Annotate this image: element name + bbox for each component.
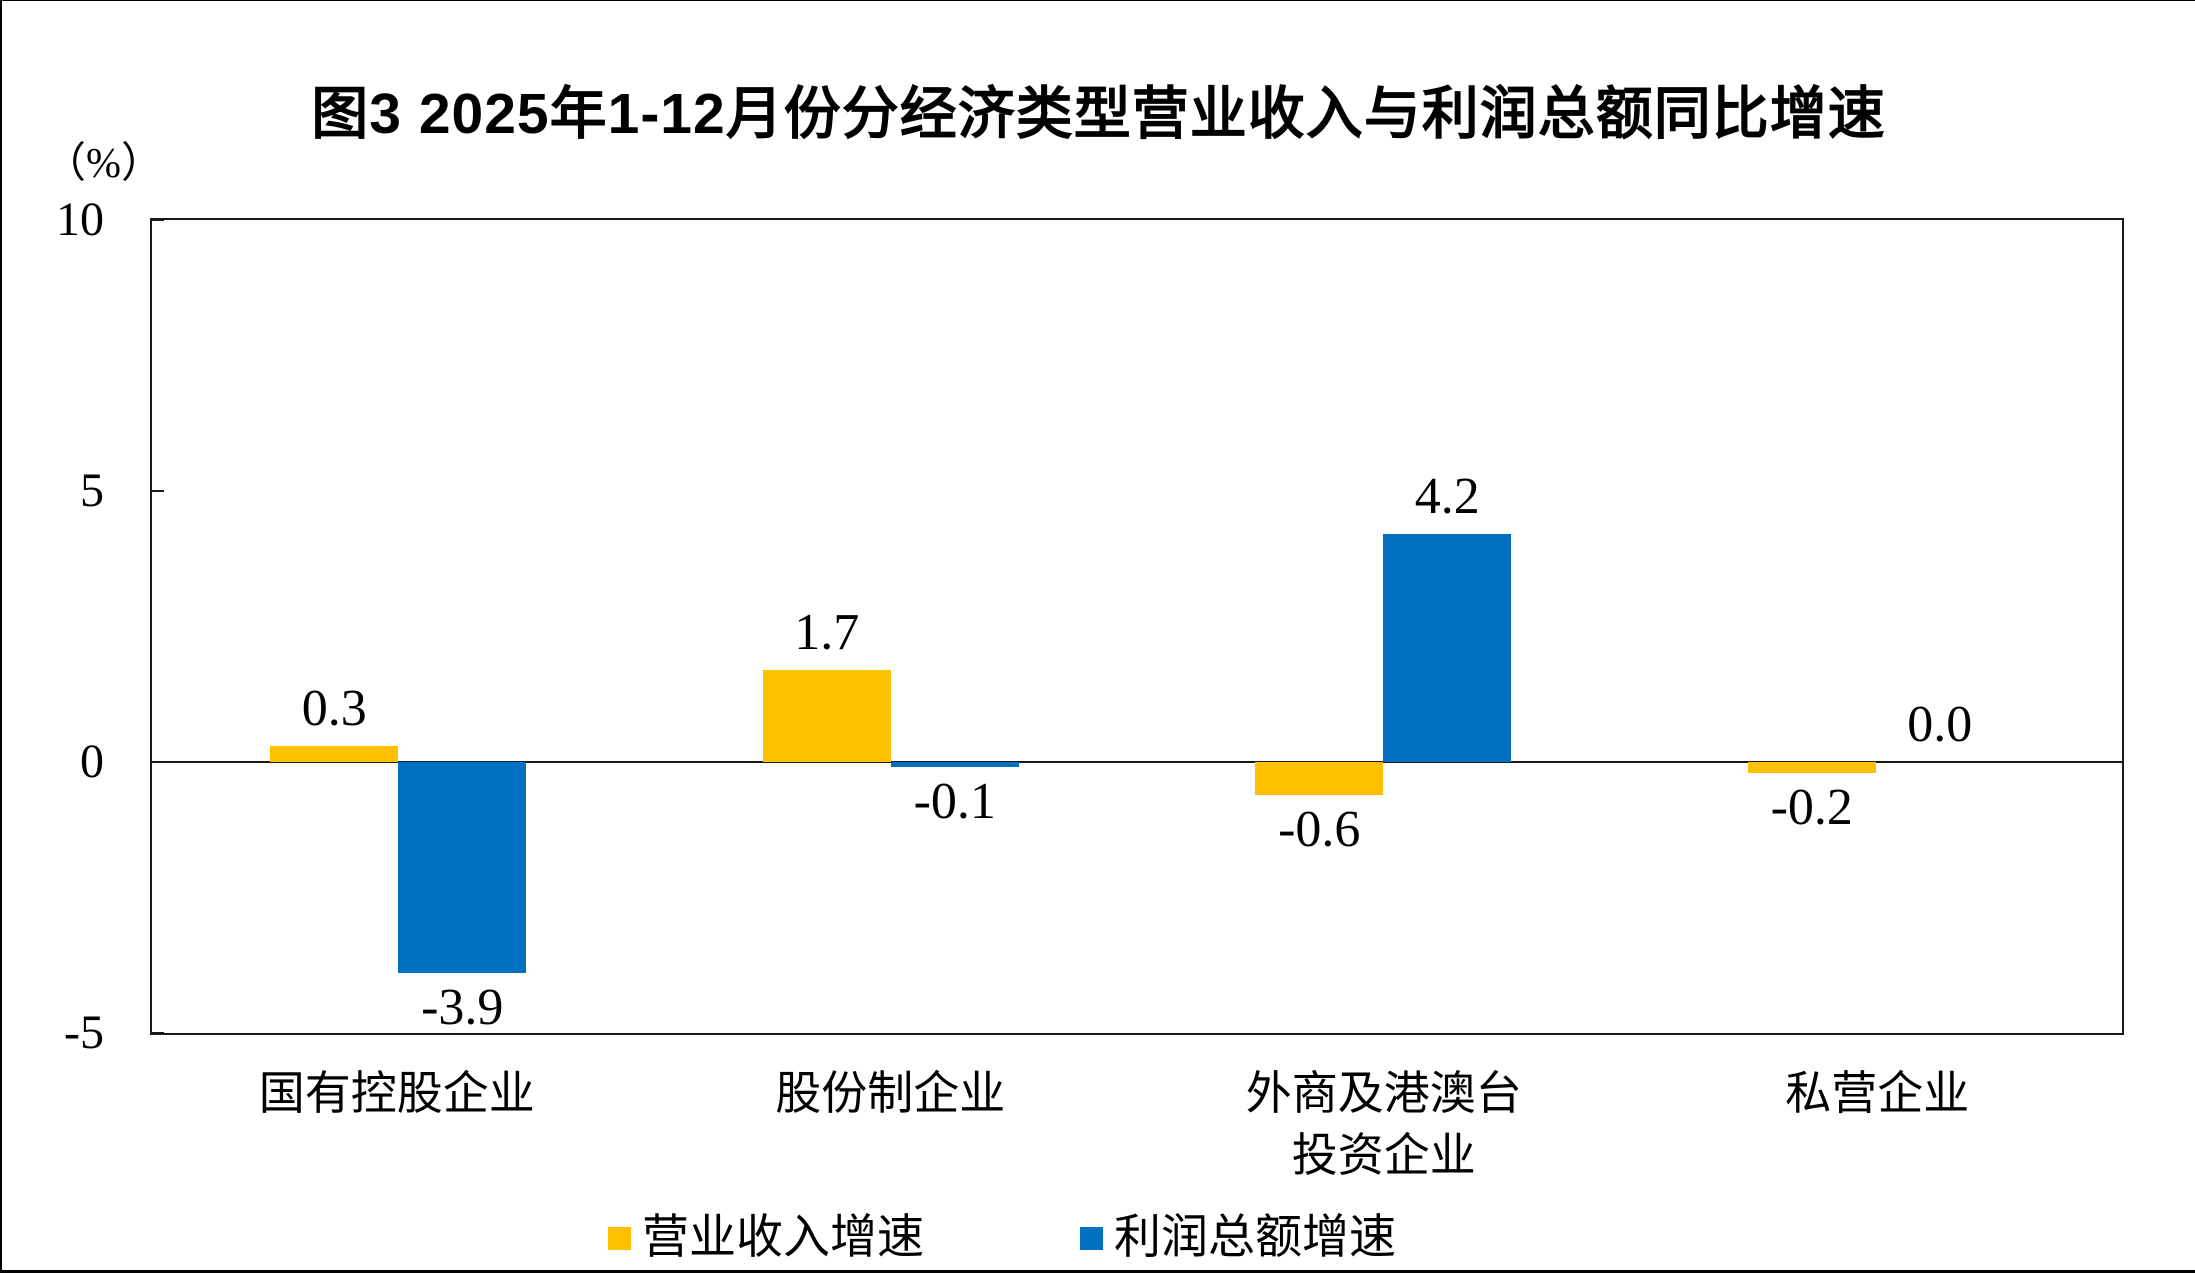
data-label-revenue-1: 1.7 xyxy=(794,603,860,661)
data-label-revenue-0: 0.3 xyxy=(301,679,367,737)
legend-item-revenue: 营业收入增速 xyxy=(608,1209,924,1267)
y-axis-tick-label--5: -5 xyxy=(64,1006,104,1059)
bar-revenue-1 xyxy=(762,669,891,762)
y-axis-tick-mark--5 xyxy=(152,1032,164,1034)
y-axis-tick-label-5: 5 xyxy=(80,464,104,517)
zero-baseline xyxy=(152,761,2122,763)
category-label-0: 国有控股企业 xyxy=(258,1068,535,1119)
y-axis-tick-mark-10 xyxy=(152,219,164,221)
data-label-revenue-2: -0.6 xyxy=(1278,800,1361,858)
legend-marker-revenue-swatch xyxy=(608,1226,631,1250)
y-axis-tick-label-0: 0 xyxy=(80,735,104,788)
bar-revenue-3 xyxy=(1747,762,1876,773)
legend-marker-profit-swatch xyxy=(1080,1226,1103,1250)
data-label-profit-3: 0.0 xyxy=(1907,696,1973,753)
legend-label-profit: 利润总额增速 xyxy=(1114,1212,1396,1264)
legend-item-profit: 利润总额增速 xyxy=(1080,1209,1396,1267)
y-axis-tick-mark-5 xyxy=(152,490,164,492)
chart-title: 图3 2025年1-12月份分经济类型营业收入与利润总额同比增速 xyxy=(311,82,1886,146)
category-label-2: 外商及港澳台 投资企业 xyxy=(1245,1068,1522,1181)
x-axis-category-labels: 国有控股企业 股份制企业 外商及港澳台 投资企业 私营企业 xyxy=(150,1063,2124,1187)
y-axis-tick-mark-0 xyxy=(152,761,164,763)
category-label-3: 私营企业 xyxy=(1785,1068,1970,1119)
bar-revenue-0 xyxy=(270,745,399,762)
data-label-profit-2: 4.2 xyxy=(1414,468,1480,526)
legend-label-revenue: 营业收入增速 xyxy=(642,1212,924,1264)
bar-revenue-2 xyxy=(1255,762,1384,795)
bar-profit-2 xyxy=(1383,534,1512,762)
data-label-revenue-3: -0.2 xyxy=(1770,778,1853,836)
y-axis-tick-label-10: 10 xyxy=(56,193,104,246)
category-label-1: 股份制企业 xyxy=(775,1068,1006,1119)
plot-area: 0.3 1.7 -0.6 -0.2 -3.9 -0.1 4.2 0.0 xyxy=(150,218,2124,1035)
y-axis-unit-label: （%） xyxy=(44,141,163,187)
bar-profit-1 xyxy=(890,762,1019,768)
bar-profit-0 xyxy=(398,762,527,974)
data-label-profit-1: -0.1 xyxy=(913,773,996,831)
data-label-profit-0: -3.9 xyxy=(421,979,504,1037)
